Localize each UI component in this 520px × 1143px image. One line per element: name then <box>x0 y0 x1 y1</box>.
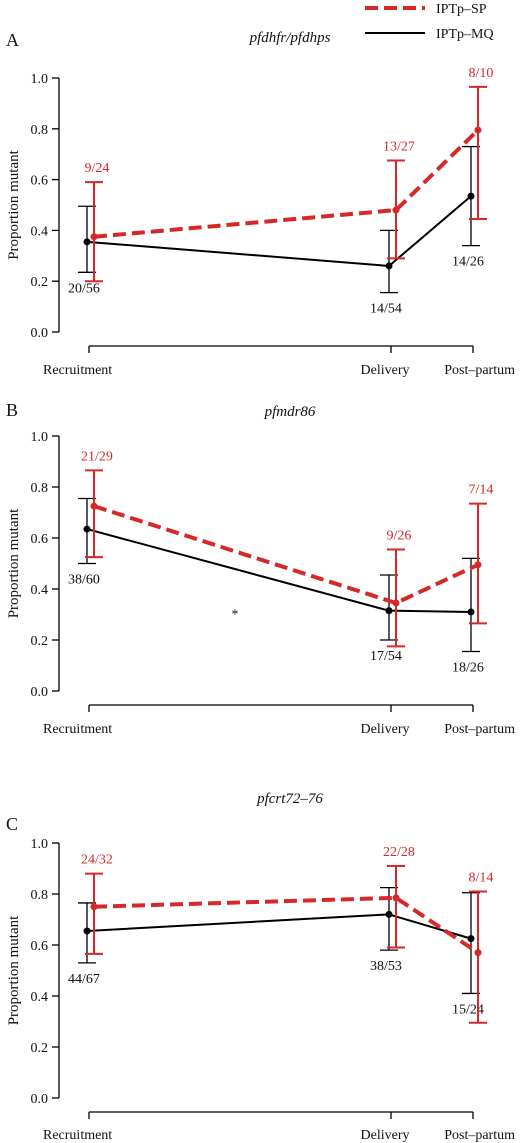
data-point <box>474 126 482 134</box>
y-tick-label: 0.6 <box>31 174 49 189</box>
y-axis-label: Proportion mutant <box>6 915 22 1025</box>
panel-letter: B <box>6 400 18 420</box>
count-label: 14/26 <box>452 255 484 270</box>
data-point <box>392 206 400 214</box>
count-label: 7/14 <box>469 483 494 498</box>
count-label: 18/26 <box>452 660 484 675</box>
x-tick-label: Post–partum <box>444 1128 515 1143</box>
count-label: 44/67 <box>68 972 100 987</box>
y-tick-label: 0.8 <box>31 481 49 496</box>
y-tick-label: 0.6 <box>31 532 49 547</box>
data-point <box>385 910 393 918</box>
y-tick-label: 0.4 <box>31 990 49 1005</box>
y-tick-label: 1.0 <box>31 430 49 445</box>
count-label: 38/60 <box>68 573 100 588</box>
data-point <box>474 949 482 957</box>
y-tick-label: 0.4 <box>31 583 49 598</box>
series-line-mq <box>86 528 472 613</box>
y-tick-label: 0.2 <box>31 634 49 649</box>
x-tick-label: Post–partum <box>444 363 515 378</box>
y-tick-label: 0.6 <box>31 939 49 954</box>
data-point <box>90 233 98 241</box>
y-tick-label: 1.0 <box>31 837 49 852</box>
y-tick-label: 0.2 <box>31 275 49 290</box>
y-tick-label: 0.8 <box>31 888 49 903</box>
count-label: 15/24 <box>452 1002 484 1017</box>
count-label: 20/56 <box>68 281 100 296</box>
y-tick-label: 0.8 <box>31 123 49 138</box>
data-point <box>474 561 482 569</box>
y-axis-label: Proportion mutant <box>6 149 22 259</box>
data-point <box>83 525 91 533</box>
data-point <box>392 894 400 902</box>
data-point <box>467 192 475 200</box>
y-axis-label: Proportion mutant <box>6 508 22 618</box>
data-point <box>90 903 98 911</box>
x-tick-label: Delivery <box>361 1128 410 1143</box>
count-label: 22/28 <box>383 845 415 860</box>
count-label: 21/29 <box>81 449 113 464</box>
x-tick-label: Delivery <box>361 363 410 378</box>
x-tick-label: Post–partum <box>444 722 515 737</box>
count-label: 9/26 <box>387 528 412 543</box>
data-point <box>467 608 475 616</box>
count-label: 9/24 <box>85 161 110 176</box>
data-point <box>83 238 91 246</box>
count-label: 24/32 <box>81 853 113 868</box>
count-label: 14/54 <box>370 302 402 317</box>
y-tick-label: 0.0 <box>31 1092 49 1107</box>
panel-letter: C <box>6 814 18 834</box>
significance-marker: * <box>232 608 239 623</box>
x-tick-label: Delivery <box>361 722 410 737</box>
y-tick-label: 0.0 <box>31 685 49 700</box>
count-label: 13/27 <box>383 140 415 155</box>
series-line-mq <box>86 913 472 940</box>
data-point <box>83 927 91 935</box>
count-label: 17/54 <box>370 649 402 664</box>
y-tick-label: 0.2 <box>31 1041 49 1056</box>
y-tick-label: 0.4 <box>31 224 49 239</box>
legend-label-0: IPTp–SP <box>436 2 487 17</box>
panel-title: pfdhfr/pfdhps <box>249 30 331 46</box>
legend: IPTp–SP IPTp–MQ <box>365 2 494 42</box>
y-tick-label: 0.0 <box>31 326 49 341</box>
data-point <box>467 935 475 943</box>
data-point <box>392 599 400 607</box>
y-tick-label: 1.0 <box>31 72 49 87</box>
data-point <box>385 262 393 270</box>
x-tick-label: Recruitment <box>43 363 112 378</box>
x-tick-label: Recruitment <box>43 722 112 737</box>
count-label: 38/53 <box>370 959 402 974</box>
count-label: 8/14 <box>469 870 494 885</box>
series-line-sp <box>93 504 479 606</box>
legend-label-1: IPTp–MQ <box>436 27 494 42</box>
data-point <box>90 502 98 510</box>
series-line-sp <box>93 128 480 239</box>
x-tick-label: Recruitment <box>43 1128 112 1143</box>
data-point <box>385 607 393 615</box>
panel-title: pfmdr86 <box>264 404 316 420</box>
panel-letter: A <box>6 30 19 50</box>
count-label: 8/10 <box>469 66 494 81</box>
panel-title: pfcrt72–76 <box>256 791 323 807</box>
series-line-sp <box>93 895 480 955</box>
